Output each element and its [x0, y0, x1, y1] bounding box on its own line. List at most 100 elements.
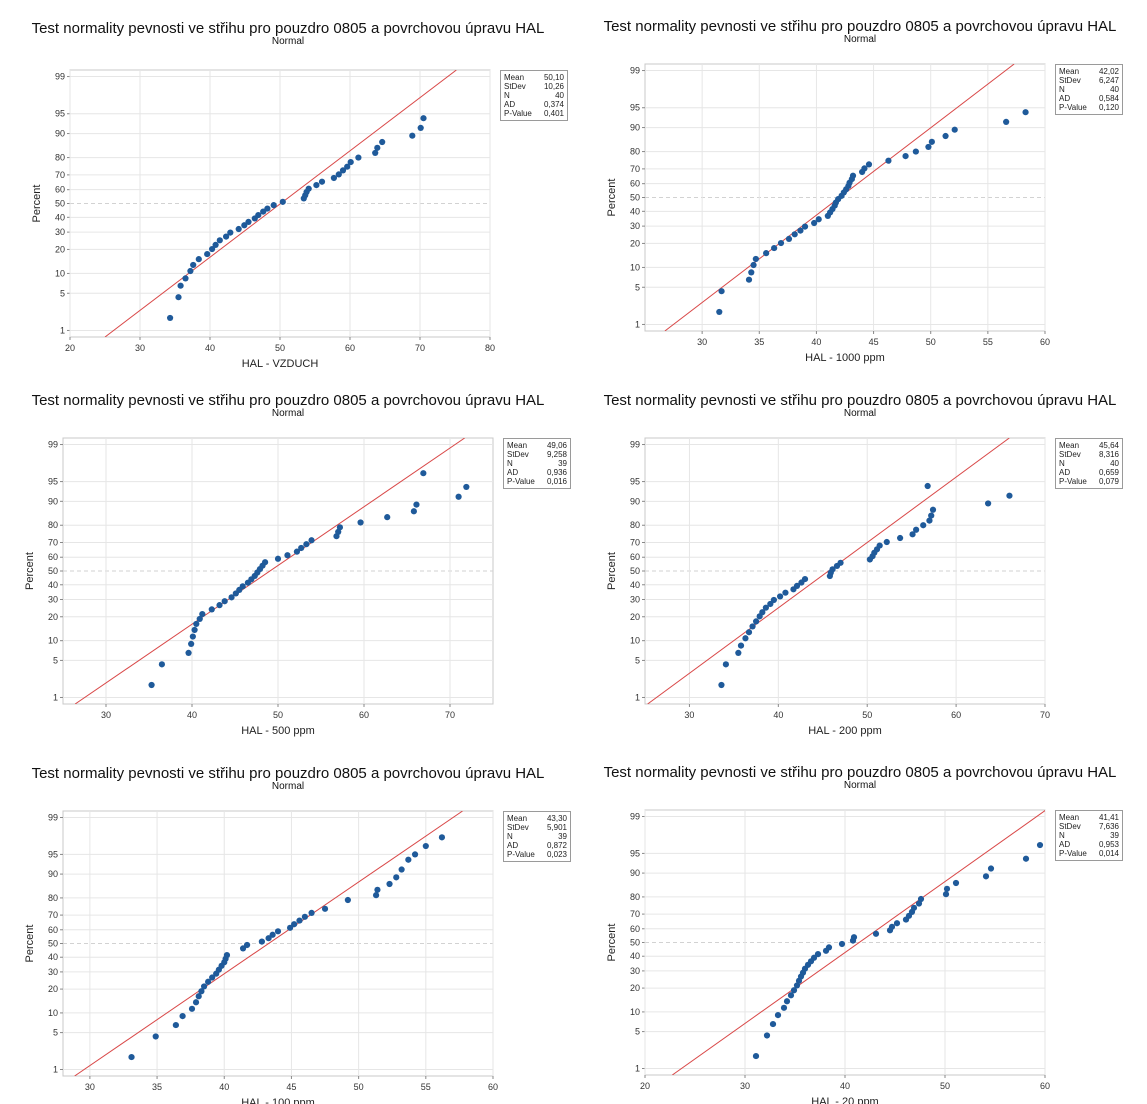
data-point — [318, 178, 326, 185]
data-point — [783, 998, 791, 1005]
data-point — [910, 904, 918, 911]
stats-value: 8,316 — [1098, 450, 1119, 459]
stats-label: AD — [1059, 840, 1071, 849]
x-tick-label: 30 — [697, 337, 707, 347]
data-point — [262, 559, 269, 566]
data-point — [347, 158, 354, 166]
data-point — [152, 1033, 159, 1040]
data-point — [420, 470, 427, 477]
data-point — [793, 982, 801, 989]
chart-title: Test normality pevnosti ve střihu pro po… — [31, 20, 545, 37]
y-axis-label: Percent — [24, 552, 36, 590]
data-point — [777, 593, 784, 600]
data-point — [128, 1053, 135, 1061]
data-point — [888, 923, 896, 930]
data-point — [301, 913, 308, 920]
data-point — [393, 874, 400, 881]
data-point — [943, 885, 951, 892]
data-point — [785, 235, 793, 243]
x-tick-label: 80 — [485, 343, 495, 353]
probability-plot-panel: Test normality pevnosti ve střihu pro po… — [580, 392, 1140, 742]
stats-label: Mean — [1059, 813, 1080, 822]
data-point — [208, 606, 215, 613]
data-point — [274, 928, 282, 935]
stats-row: N 39 — [507, 459, 567, 468]
stats-value: 40 — [1110, 85, 1119, 94]
y-tick-label: 95 — [48, 849, 58, 859]
data-point — [951, 126, 958, 133]
y-tick-label: 70 — [55, 170, 65, 180]
y-tick-label: 1 — [53, 692, 58, 702]
data-point — [204, 250, 211, 258]
data-point — [924, 482, 931, 490]
stats-legend: Mean 49,06 StDev 9,258 N 39 AD 0,936 P-Value 0,01… — [503, 438, 571, 489]
stats-label: StDev — [1059, 450, 1081, 459]
data-point — [321, 905, 329, 912]
y-tick-label: 50 — [55, 199, 65, 209]
data-point — [893, 920, 901, 927]
data-point — [227, 229, 234, 236]
data-point — [769, 1020, 777, 1028]
data-point — [198, 988, 205, 995]
y-tick-label: 95 — [630, 477, 640, 487]
y-tick-label: 5 — [635, 1027, 640, 1037]
chart-title: Test normality pevnosti ve střihu pro po… — [31, 765, 545, 782]
data-point — [379, 138, 386, 146]
stats-legend: Mean 41,41 StDev 7,636 N 39 AD 0,953 P-Value 0,01… — [1055, 810, 1123, 861]
stats-row: N 40 — [1059, 85, 1119, 94]
x-tick-label: 70 — [415, 343, 425, 353]
stats-label: P-Value — [507, 477, 535, 486]
y-tick-label: 20 — [630, 983, 640, 993]
data-point — [148, 681, 155, 689]
y-tick-label: 30 — [48, 967, 58, 977]
y-tick-label: 90 — [48, 869, 58, 879]
data-point — [1022, 855, 1030, 862]
stats-row: N 40 — [1059, 459, 1119, 468]
x-tick-label: 60 — [345, 343, 355, 353]
x-tick-label: 70 — [445, 710, 455, 720]
data-point — [872, 930, 880, 937]
data-point — [185, 649, 192, 656]
y-tick-label: 95 — [630, 103, 640, 113]
stats-value: 0,936 — [546, 468, 567, 477]
y-tick-label: 90 — [48, 496, 58, 506]
probability-plot: 1 5 10 20 30 40 50 60 70 80 90 95 99 30 40 50 60 70 HAL - … — [24, 437, 494, 737]
y-tick-label: 60 — [55, 185, 65, 195]
y-tick-label: 1 — [60, 325, 65, 335]
y-tick-label: 80 — [630, 147, 640, 157]
data-point — [463, 483, 470, 491]
stats-value: 50,10 — [543, 73, 564, 82]
stats-row: StDev 7,636 — [1059, 822, 1119, 831]
y-tick-label: 20 — [55, 244, 65, 254]
y-tick-label: 90 — [630, 496, 640, 506]
probability-plot-panel: Test normality pevnosti ve střihu pro po… — [8, 20, 568, 372]
stats-row: P-Value 0,016 — [507, 477, 567, 486]
x-tick-label: 45 — [869, 337, 879, 347]
x-axis-label: HAL - 500 ppm — [241, 725, 315, 737]
data-point — [179, 1013, 186, 1020]
data-point — [762, 604, 769, 611]
stats-legend: Mean 42,02 StDev 6,247 N 40 AD 0,584 P-Value 0,12… — [1055, 64, 1123, 115]
stats-label: Mean — [1059, 441, 1080, 450]
data-point — [158, 661, 165, 668]
data-point — [797, 227, 804, 234]
y-tick-label: 5 — [53, 655, 58, 665]
data-point — [865, 161, 873, 168]
data-point — [336, 524, 344, 531]
stats-row: N 39 — [1059, 831, 1119, 840]
probability-plot: 1 5 10 20 30 40 50 60 70 80 90 95 99 30 40 50 60 70 HAL - … — [606, 437, 1050, 737]
y-tick-label: 30 — [630, 595, 640, 605]
chart-subtitle: Normal — [843, 780, 877, 791]
data-point — [374, 886, 381, 893]
fit-line — [672, 810, 1045, 1075]
y-tick-label: 95 — [48, 477, 58, 487]
probability-plot: 1 5 10 20 30 40 50 60 70 80 90 95 99 20 30 40 50 60 70 80 HA… — [31, 69, 495, 370]
x-tick-label: 20 — [640, 1081, 650, 1091]
stats-legend: Mean 45,64 StDev 8,316 N 40 AD 0,659 P-Value 0,07… — [1055, 438, 1123, 489]
data-point — [175, 294, 182, 301]
stats-row: P-Value 0,014 — [1059, 849, 1119, 858]
data-point — [265, 935, 272, 942]
stats-value: 40 — [1110, 459, 1119, 468]
data-point — [771, 244, 778, 252]
data-point — [221, 598, 228, 605]
